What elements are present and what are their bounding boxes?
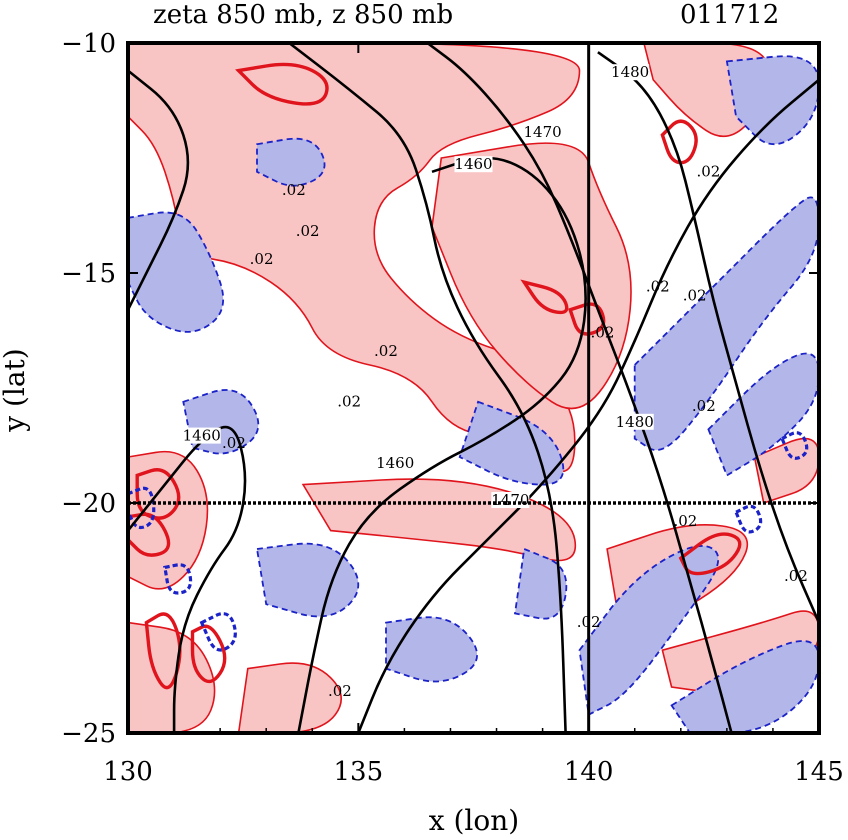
height-contour-label: 1460 xyxy=(183,427,221,445)
x-tick-label: 145 xyxy=(794,757,844,787)
vorticity-contour-label: .02 xyxy=(591,323,615,341)
height-contour-1480 xyxy=(597,51,819,624)
height-contour-1460 xyxy=(128,425,247,733)
height-contour-layer: 1480 1480 1470 1470 1460 1460 1460 xyxy=(128,43,819,733)
x-axis-label: x (lon) xyxy=(429,804,519,837)
height-contour-label: 1470 xyxy=(524,123,562,141)
positive-vorticity-contour xyxy=(520,279,569,315)
height-contour-1460 xyxy=(128,69,190,311)
negative-vorticity-contour xyxy=(199,612,237,652)
vorticity-contour-label: .02 xyxy=(222,434,246,452)
height-contour-label: 1460 xyxy=(376,454,414,472)
height-label-background xyxy=(182,427,221,444)
height-contour-1470 xyxy=(357,78,819,733)
x-tick-label: 140 xyxy=(564,757,614,787)
height-contour-label: 1460 xyxy=(454,155,492,173)
height-label-background xyxy=(376,455,415,472)
y-tick-label: −20 xyxy=(61,489,116,519)
negative-vorticity-region xyxy=(513,547,568,620)
vorticity-contour-label: .02 xyxy=(328,682,352,700)
negative-vorticity-region xyxy=(578,545,720,716)
negative-vorticity-region xyxy=(256,137,326,187)
negative-vorticity-region xyxy=(670,640,819,733)
positive-vorticity-contour xyxy=(190,624,227,684)
height-contour-label: 1470 xyxy=(491,491,529,509)
x-tick-label: 130 xyxy=(103,757,153,787)
y-tick-label: −10 xyxy=(61,29,116,59)
negative-vorticity-contour xyxy=(163,563,193,595)
height-contour-1470 xyxy=(288,43,567,733)
negative-vorticity-region xyxy=(458,400,565,486)
vorticity-contour-label: .02 xyxy=(282,181,306,199)
height-label-background xyxy=(615,413,654,430)
vorticity-contour-label: .02 xyxy=(692,397,716,415)
plot-frame xyxy=(126,41,821,735)
vorticity-label-layer: .02 .02 .02 .02 .02 .02 .02 .02 .02 .02 .02 .02 .02.… xyxy=(222,162,808,700)
height-contour-label: 1480 xyxy=(616,413,654,431)
negative-vorticity-contour xyxy=(780,431,809,460)
positive-vorticity-contour xyxy=(660,119,698,165)
vorticity-contour-label: .02 xyxy=(296,222,320,240)
positive-vorticity-contour xyxy=(128,512,171,557)
vorticity-contour-label: .02 xyxy=(784,567,808,585)
x-tick-label: 135 xyxy=(334,757,384,787)
vorticity-contour-label: .02 xyxy=(697,162,721,180)
y-tick-label: −15 xyxy=(61,259,116,289)
height-label-background xyxy=(454,156,493,173)
vorticity-contour-label: .02 xyxy=(250,250,274,268)
vorticity-contour-label: .02 xyxy=(646,277,670,295)
positive-vorticity-contour xyxy=(678,532,742,576)
vorticity-contour-label: .02 xyxy=(337,392,361,410)
positive-vorticity-region xyxy=(431,142,632,410)
time-label: 011712 xyxy=(680,0,779,30)
positive-vorticity-region xyxy=(237,662,342,733)
vorticity-contour-label: .02 xyxy=(673,512,697,530)
height-contour-label: 1480 xyxy=(611,63,649,81)
negative-vorticity-region xyxy=(725,55,819,146)
height-label-background xyxy=(523,124,562,140)
positive-vorticity-contour xyxy=(568,302,606,336)
negative-vorticity-region xyxy=(385,616,478,683)
y-tick-label: −25 xyxy=(61,719,116,749)
negative-vorticity-contour xyxy=(734,504,763,534)
vorticity-contour-label: .02 xyxy=(374,342,398,360)
height-contour-1460 xyxy=(297,156,587,733)
axis-ticks: 130 135 140 145 −10 −15 −20 −25 xyxy=(61,29,844,787)
vorticity-contour-label: .02 xyxy=(683,287,707,305)
positive-vorticity-strong-contours xyxy=(128,62,742,690)
negative-vorticity-region xyxy=(128,211,225,333)
y-axis-label: y (lat) xyxy=(0,348,31,432)
height-label-background xyxy=(611,64,650,81)
chart-title: zeta 850 mb, z 850 mb xyxy=(153,0,453,30)
height-contour-1480 xyxy=(426,43,733,733)
positive-vorticity-contour xyxy=(235,62,329,106)
negative-vorticity-region xyxy=(255,542,360,618)
negative-vorticity-fill-layer xyxy=(128,55,819,733)
